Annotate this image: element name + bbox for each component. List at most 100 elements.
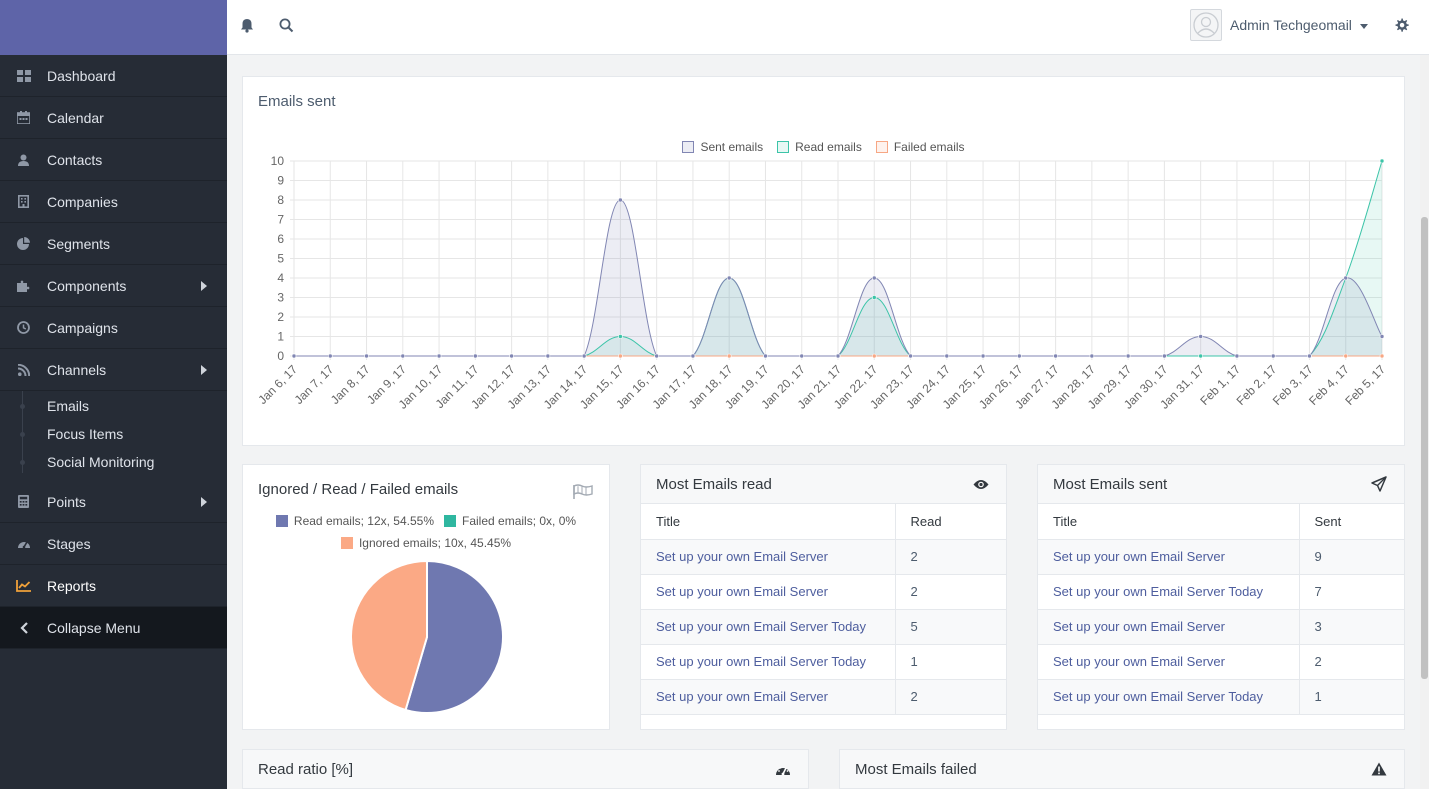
calendar-icon [0,111,47,124]
read-ratio-title: Read ratio [%] [258,760,354,778]
pie-legend-item-failed[interactable]: Failed emails; 0x, 0% [444,514,576,528]
data-point [1125,353,1131,359]
emails-sent-title: Emails sent [258,93,336,110]
clock-icon [0,321,47,334]
email-link[interactable]: Set up your own Email Server [656,689,828,704]
sidebar-item-points[interactable]: Points [0,481,227,523]
bullet-dot [20,404,25,409]
sidebar-item-campaigns[interactable]: Campaigns [0,307,227,349]
table-row: Set up your own Email Server 2 [641,574,1006,610]
data-point [908,353,913,359]
search-icon[interactable] [276,15,296,35]
sidebar-subitem-label: Focus Items [47,426,124,442]
chevron-right-icon [201,497,207,507]
gear-icon[interactable] [1391,15,1411,35]
legend-label: Failed emails [893,140,965,154]
data-point [763,353,768,359]
sidebar-item-channels[interactable]: Channels [0,349,227,391]
data-point [545,353,551,359]
scrollbar-thumb[interactable] [1421,217,1428,679]
email-link[interactable]: Set up your own Email Server Today [656,654,867,669]
sidebar-item-label: Calendar [47,109,104,126]
collapse-menu-label: Collapse Menu [47,619,141,636]
flag-icon [573,484,593,505]
legend-item-read[interactable]: Read emails [777,140,862,154]
pie-legend: Read emails; 12x, 54.55% Failed emails; … [243,514,609,550]
column-header-title[interactable]: Title [1038,504,1300,540]
data-point [1198,334,1203,339]
pie-slice[interactable] [404,559,504,714]
data-point [581,353,587,359]
user-name: Admin Techgeomail [1230,17,1352,33]
bell-icon[interactable] [237,15,257,35]
chevron-down-icon [1359,23,1368,29]
data-point [690,353,696,359]
data-point [1379,334,1385,339]
data-point [1307,353,1312,359]
legend-swatch-read [777,141,790,153]
data-point [400,353,406,359]
paper-plane-icon [1369,474,1389,494]
data-point [291,353,297,359]
most-sent-table: Title Sent Set up your own Email Server 9… [1038,504,1404,715]
sidebar-item-label: Dashboard [47,67,116,84]
dashboard-icon [0,69,47,82]
sidebar-item-dashboard[interactable]: Dashboard [0,55,227,97]
sidebar-item-segments[interactable]: Segments [0,223,227,265]
column-header-sent[interactable]: Sent [1299,504,1404,540]
data-point [835,353,841,359]
read-count: 2 [895,679,1006,715]
legend-item-failed[interactable]: Failed emails [875,140,965,154]
sidebar-item-calendar[interactable]: Calendar [0,97,227,139]
sent-count: 7 [1299,574,1404,610]
tachometer-icon [0,538,47,549]
email-link[interactable]: Set up your own Email Server [656,584,828,599]
most-failed-title: Most Emails failed [855,760,977,778]
pie-legend-item-ignored[interactable]: Ignored emails; 10x, 45.45% [340,536,511,550]
brand-logo-area[interactable] [0,0,227,55]
pie-legend-item-read[interactable]: Read emails; 12x, 54.55% [275,514,434,528]
column-header-read[interactable]: Read [895,504,1006,540]
email-link[interactable]: Set up your own Email Server [656,549,828,564]
sent-count: 1 [1299,679,1404,715]
warning-icon [1369,759,1389,779]
collapse-menu-button[interactable]: Collapse Menu [0,607,227,649]
most-emails-failed-panel: Most Emails failed [839,749,1405,789]
data-point [1089,353,1095,359]
calculator-icon [0,495,47,508]
sidebar-item-label: Contacts [47,151,103,168]
sidebar-item-reports[interactable]: Reports [0,565,227,607]
channels-submenu: Emails Focus Items Social Monitoring [0,391,227,481]
read-count: 2 [895,574,1006,610]
sidebar-subitem-emails[interactable]: Emails [0,392,227,420]
column-header-title[interactable]: Title [641,504,896,540]
legend-label: Read emails [795,140,862,154]
sidebar-item-contacts[interactable]: Contacts [0,139,227,181]
data-point [1379,353,1385,359]
sidebar-item-companies[interactable]: Companies [0,181,227,223]
data-point [618,197,623,203]
email-link[interactable]: Set up your own Email Server [1053,549,1225,564]
sidebar-item-stages[interactable]: Stages [0,523,227,565]
sidebar-subitem-social-monitoring[interactable]: Social Monitoring [0,448,227,476]
sidebar-subitem-label: Emails [47,398,90,414]
page-scrollbar[interactable] [1420,55,1429,789]
user-menu[interactable]: Admin Techgeomail [1190,9,1368,41]
sidebar-item-label: Stages [47,535,91,552]
sidebar-subitem-focus-items[interactable]: Focus Items [0,420,227,448]
table-header-row: Title Sent [1038,504,1404,540]
legend-item-sent[interactable]: Sent emails [682,140,763,154]
email-link[interactable]: Set up your own Email Server [1053,654,1225,669]
pie-chart-icon [0,237,47,250]
y-tick-label: 6 [277,232,284,246]
email-link[interactable]: Set up your own Email Server Today [1053,689,1264,704]
email-link[interactable]: Set up your own Email Server [1053,619,1225,634]
read-count: 2 [895,539,1006,575]
pie-slice[interactable] [350,559,428,712]
sidebar-item-label: Companies [47,193,118,210]
email-link[interactable]: Set up your own Email Server Today [1053,584,1264,599]
data-point [1270,353,1276,359]
read-count: 1 [895,644,1006,680]
email-link[interactable]: Set up your own Email Server Today [656,619,867,634]
sidebar-item-components[interactable]: Components [0,265,227,307]
